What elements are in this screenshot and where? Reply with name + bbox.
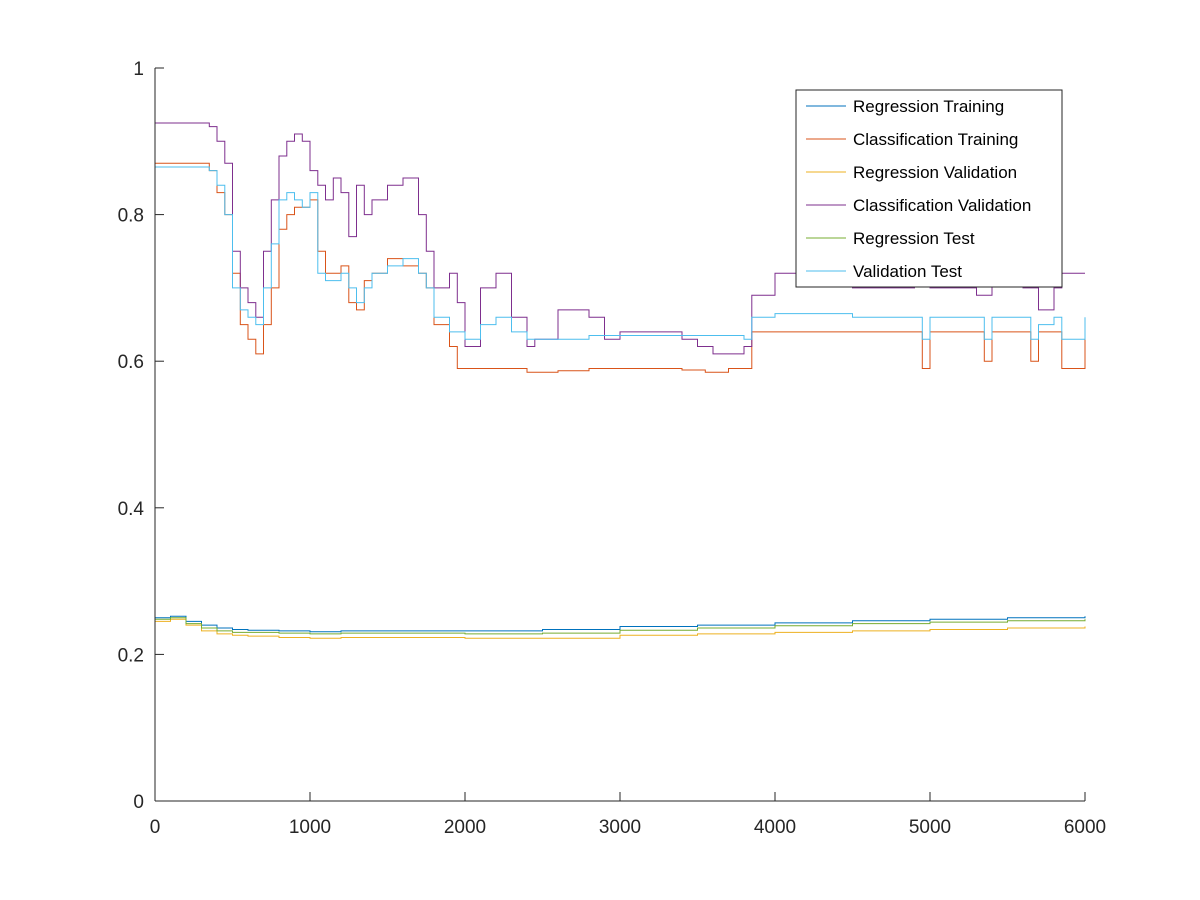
y-tick-label: 0.6 (118, 352, 144, 373)
legend-label: Validation Test (853, 262, 962, 281)
series-line-3 (155, 618, 1086, 639)
y-tick-label: 0.8 (118, 206, 144, 227)
y-tick-label: 1 (133, 59, 144, 80)
legend-box (795, 89, 1063, 288)
x-tick-label: 6000 (1064, 817, 1106, 838)
series-line-5 (155, 617, 1086, 635)
legend-label: Classification Validation (853, 196, 1031, 215)
y-tick-label: 0 (133, 792, 144, 813)
x-tick-label: 3000 (599, 817, 641, 838)
x-tick-label: 0 (150, 817, 161, 838)
x-tick-label: 2000 (444, 817, 486, 838)
legend-label: Classification Training (853, 130, 1018, 149)
series-line-6 (155, 166, 1086, 340)
x-tick-label: 1000 (289, 817, 331, 838)
legend: Regression Training Classification Traini… (795, 89, 1063, 288)
legend-label: Regression Test (853, 229, 975, 248)
ticks-layer: 0 1000 2000 3000 4000 5000 6000 0 0.2 0.4 0.6 0.8 1 (118, 59, 1107, 838)
y-tick-label: 0.2 (118, 645, 144, 666)
legend-label: Regression Validation (853, 163, 1017, 182)
legend-label: Regression Training (853, 97, 1004, 116)
x-tick-label: 5000 (909, 817, 951, 838)
x-tick-label: 4000 (754, 817, 796, 838)
y-tick-label: 0.4 (118, 499, 145, 520)
legend-items: Regression Training Classification Traini… (806, 97, 1031, 281)
